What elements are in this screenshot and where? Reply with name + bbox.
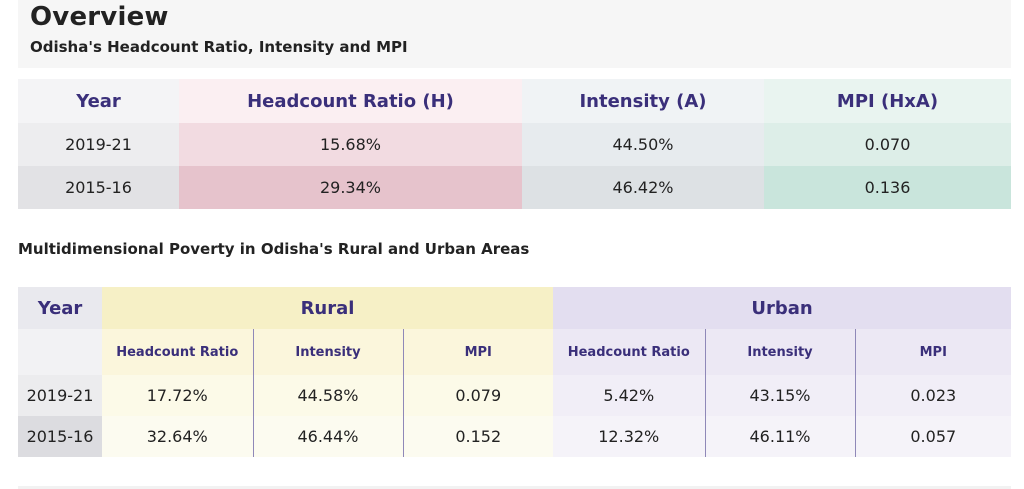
column-header-year: Year [18, 287, 102, 329]
column-header-intensity: Intensity (A) [522, 79, 764, 123]
table-header-row: Year Headcount Ratio (H) Intensity (A) M… [18, 79, 1011, 123]
page-title: Overview [30, 2, 169, 32]
cell-rural-mpi: 0.152 [402, 416, 554, 457]
column-header-year: Year [18, 79, 179, 123]
cell-mpi: 0.136 [764, 166, 1011, 209]
group-header-row: Year Rural Urban [18, 287, 1012, 329]
cell-year: 2015-16 [18, 416, 102, 457]
group-header-rural: Rural [102, 287, 554, 329]
column-header-headcount-ratio: Headcount Ratio (H) [179, 79, 522, 123]
cell-intensity: 44.50% [522, 123, 764, 166]
subheader-rural-intensity: Intensity [252, 329, 403, 375]
empty-header-cell [18, 329, 102, 375]
divider [18, 486, 1011, 489]
group-header-urban: Urban [553, 287, 1012, 329]
cell-headcount-ratio: 15.68% [179, 123, 522, 166]
sub-header-row: Headcount Ratio Intensity MPI Headcount … [18, 329, 1012, 375]
cell-intensity: 46.42% [522, 166, 764, 209]
cell-urban-intensity: 46.11% [704, 416, 856, 457]
cell-urban-headcount-ratio: 12.32% [553, 416, 706, 457]
cell-urban-mpi: 0.023 [854, 375, 1012, 416]
cell-mpi: 0.070 [764, 123, 1011, 166]
cell-headcount-ratio: 29.34% [179, 166, 522, 209]
table-row: 2015-16 29.34% 46.42% 0.136 [18, 166, 1011, 209]
cell-year: 2019-21 [18, 375, 102, 416]
cell-year: 2015-16 [18, 166, 179, 209]
table1-title: Odisha's Headcount Ratio, Intensity and … [30, 38, 408, 56]
subheader-urban-mpi: MPI [854, 329, 1012, 375]
overview-header-band [18, 0, 1011, 68]
table2-title: Multidimensional Poverty in Odisha's Rur… [18, 240, 530, 258]
cell-urban-headcount-ratio: 5.42% [553, 375, 706, 416]
cell-rural-headcount-ratio: 32.64% [102, 416, 253, 457]
rural-urban-table: Year Rural Urban Headcount Ratio Intensi… [18, 287, 1012, 457]
overview-table: Year Headcount Ratio (H) Intensity (A) M… [18, 79, 1011, 209]
subheader-urban-headcount-ratio: Headcount Ratio [553, 329, 706, 375]
cell-urban-mpi: 0.057 [854, 416, 1012, 457]
cell-rural-headcount-ratio: 17.72% [102, 375, 253, 416]
cell-urban-intensity: 43.15% [704, 375, 856, 416]
subheader-rural-mpi: MPI [402, 329, 554, 375]
cell-rural-mpi: 0.079 [402, 375, 554, 416]
subheader-rural-headcount-ratio: Headcount Ratio [102, 329, 253, 375]
column-header-mpi: MPI (HxA) [764, 79, 1011, 123]
cell-rural-intensity: 44.58% [252, 375, 403, 416]
table-row: 2019-21 17.72% 44.58% 0.079 5.42% 43.15%… [18, 375, 1012, 416]
cell-rural-intensity: 46.44% [252, 416, 403, 457]
table-row: 2019-21 15.68% 44.50% 0.070 [18, 123, 1011, 166]
subheader-urban-intensity: Intensity [704, 329, 856, 375]
cell-year: 2019-21 [18, 123, 179, 166]
table-row: 2015-16 32.64% 46.44% 0.152 12.32% 46.11… [18, 416, 1012, 457]
